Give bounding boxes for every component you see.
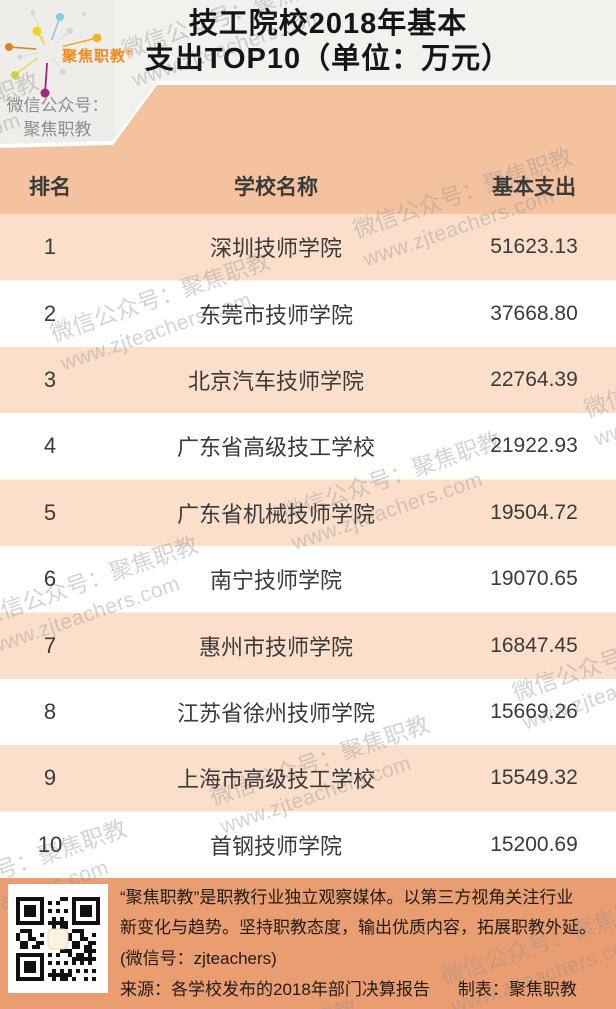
table-row: 4 广东省高级技工学校 21922.93 bbox=[0, 413, 616, 479]
school-cell: 江苏省徐州技师学院 bbox=[176, 700, 375, 726]
footer-text: “聚焦职教”是职教行业独立观察媒体。以第三方视角关注行业 新变化与趋势。坚持职教… bbox=[120, 880, 612, 1002]
footer-maker: 制表：聚焦职教 bbox=[457, 979, 577, 999]
registered-mark: ® bbox=[126, 47, 134, 57]
rank-cell: 5 bbox=[43, 499, 57, 525]
footer-about-line1: “聚焦职教”是职教行业独立观察媒体。以第三方视角关注行业 bbox=[120, 887, 574, 907]
column-header-rank: 排名 bbox=[29, 175, 71, 199]
rank-cell: 2 bbox=[43, 300, 57, 326]
footer-about-line2: 新变化与趋势。坚持职教态度，输出优质内容，拓展职教外延。 bbox=[120, 918, 596, 938]
table-row-stripes bbox=[0, 214, 616, 878]
school-cell: 深圳技师学院 bbox=[209, 236, 342, 262]
wechat-label-line2: 聚焦职教 bbox=[23, 120, 92, 139]
amount-cell: 16847.45 bbox=[490, 633, 578, 657]
rank-cell: 7 bbox=[43, 632, 57, 658]
rank-cell: 6 bbox=[43, 566, 57, 592]
rank-cell: 4 bbox=[43, 433, 57, 459]
school-cell: 上海市高级技工学校 bbox=[176, 767, 375, 793]
logo-text: 聚焦职教 bbox=[62, 48, 127, 65]
amount-cell: 37668.80 bbox=[490, 301, 578, 325]
table-row: 10 首钢技师学院 15200.69 bbox=[0, 812, 616, 878]
qr-code bbox=[16, 896, 100, 981]
table-row: 7 惠州市技师学院 16847.45 bbox=[0, 612, 616, 678]
table-row: 6 南宁技师学院 19070.65 bbox=[0, 546, 616, 612]
school-cell: 东莞市技师学院 bbox=[198, 302, 353, 328]
wechat-label-line1: 微信公众号： bbox=[6, 96, 109, 115]
logo-wordmark: 聚焦职教® bbox=[62, 45, 134, 66]
table-row: 9 上海市高级技工学校 15549.32 bbox=[0, 745, 616, 811]
table-row: 3 北京汽车技师学院 22764.39 bbox=[0, 347, 616, 413]
school-cell: 南宁技师学院 bbox=[209, 568, 342, 594]
rank-cell: 10 bbox=[37, 831, 63, 857]
rank-cell: 8 bbox=[43, 698, 57, 724]
rank-cell: 3 bbox=[43, 366, 57, 392]
school-cell: 广东省机械技师学院 bbox=[176, 501, 375, 527]
table-row: 1 深圳技师学院 51623.13 bbox=[0, 214, 616, 280]
amount-cell: 22764.39 bbox=[490, 367, 578, 391]
table-row: 5 广东省机械技师学院 19504.72 bbox=[0, 480, 616, 546]
amount-cell: 19504.72 bbox=[490, 500, 578, 524]
column-header-school: 学校名称 bbox=[234, 175, 318, 199]
table-row: 2 东莞市技师学院 37668.80 bbox=[0, 280, 616, 346]
amount-cell: 15549.32 bbox=[490, 766, 578, 790]
amount-cell: 15669.26 bbox=[490, 699, 578, 723]
amount-cell: 21922.93 bbox=[490, 434, 578, 458]
rank-cell: 9 bbox=[43, 765, 57, 791]
page-title: 技工院校2018年基本 支出TOP10（单位：万元） bbox=[0, 7, 616, 77]
qr-code-box bbox=[8, 884, 108, 993]
title-line2: 支出TOP10（单位：万元） bbox=[144, 43, 512, 75]
amount-cell: 19070.65 bbox=[490, 567, 578, 591]
school-cell: 惠州市技师学院 bbox=[198, 634, 353, 660]
rank-cell: 1 bbox=[43, 234, 57, 260]
table-header: 排名 学校名称 基本支出 bbox=[0, 157, 616, 214]
footer-source-line: 来源：各学校发布的2018年部门决算报告 制表：聚焦职教 bbox=[120, 972, 612, 1003]
title-line1: 技工院校2018年基本 bbox=[188, 8, 468, 40]
table-body: 1 深圳技师学院 51623.13 2 东莞市技师学院 37668.80 3 北京汽车技师学院… bbox=[0, 214, 616, 878]
column-header-amount: 基本支出 bbox=[492, 175, 576, 199]
amount-cell: 15200.69 bbox=[490, 832, 578, 856]
wechat-account-label: 微信公众号： 聚焦职教 bbox=[0, 94, 115, 142]
school-cell: 首钢技师学院 bbox=[209, 833, 342, 859]
footer-source: 来源：各学校发布的2018年部门决算报告 bbox=[120, 979, 430, 999]
school-cell: 北京汽车技师学院 bbox=[187, 368, 364, 394]
logo-box: 聚焦职教® 微信公众号： 聚焦职教 bbox=[0, 0, 133, 148]
footer-wechat-id: (微信号：zjteachers) bbox=[120, 948, 277, 968]
table-row: 8 江苏省徐州技师学院 15669.26 bbox=[0, 679, 616, 745]
school-cell: 广东省高级技工学校 bbox=[176, 435, 375, 461]
amount-cell: 51623.13 bbox=[490, 235, 578, 259]
starburst-icon bbox=[5, 10, 102, 98]
